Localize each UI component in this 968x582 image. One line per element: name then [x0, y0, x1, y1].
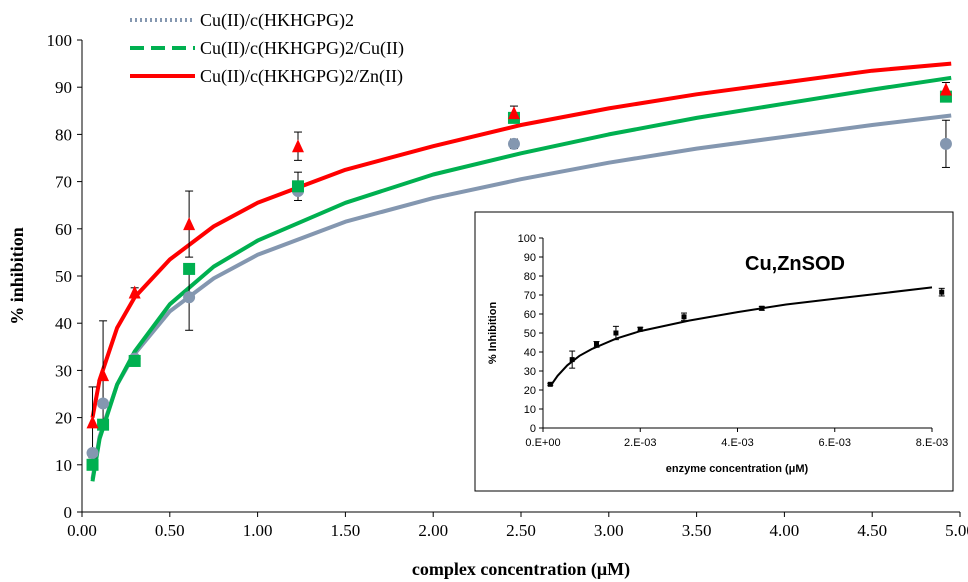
fit-curve-series-2	[90, 75, 952, 482]
y-tick-label: 40	[55, 314, 72, 333]
main-fit-curves	[90, 61, 952, 482]
data-point-series-2	[97, 418, 110, 431]
legend-label: Cu(II)/c(HKHGPG)2/Zn(II)	[200, 66, 403, 87]
inset-x-tick-label: 2.E-03	[624, 437, 656, 449]
y-tick-label: 80	[55, 125, 72, 144]
data-point-series-3	[291, 139, 304, 153]
x-tick-label: 4.00	[770, 521, 800, 540]
inset-y-tick-label: 40	[524, 347, 536, 359]
inset-chart: 0 10 20 30 40 50 60 70 80 90 100 0.E+00 2.E-03 4.E-03…	[474, 211, 954, 492]
x-tick-label: 3.50	[682, 521, 712, 540]
inset-data-point	[939, 289, 945, 295]
data-point-series-3	[183, 217, 196, 231]
y-tick-label: 50	[55, 267, 72, 286]
x-tick-label: 0.00	[67, 521, 97, 540]
inset-x-tick-label: 4.E-03	[721, 437, 753, 449]
y-tick-label: 30	[55, 361, 72, 380]
inset-y-tick-label: 50	[524, 328, 536, 340]
x-tick-label: 5.00	[945, 521, 968, 540]
inset-data-point	[547, 381, 553, 387]
data-point-series-2	[128, 354, 141, 367]
x-tick-label: 0.50	[155, 521, 185, 540]
inset-data-point	[569, 357, 575, 363]
inset-y-tick-label: 30	[524, 366, 536, 378]
data-point-series-3	[507, 106, 520, 120]
data-point-series-1	[939, 137, 952, 150]
data-point-series-3	[86, 415, 99, 429]
inset-data-point	[637, 326, 643, 332]
inset-x-tick-label: 8.E-03	[916, 437, 948, 449]
data-point-series-1	[183, 291, 196, 304]
data-point-series-2	[291, 180, 304, 193]
y-tick-label: 90	[55, 78, 72, 97]
inset-y-tick-label: 80	[524, 271, 536, 283]
data-point-series-1	[86, 447, 99, 459]
data-point-series-1	[97, 397, 110, 410]
inset-data-point	[681, 314, 687, 320]
x-tick-label: 2.50	[506, 521, 536, 540]
inset-data-point	[759, 305, 765, 311]
fit-curve-series-3	[90, 61, 952, 418]
y-tick-label: 100	[47, 31, 73, 50]
inset-frame	[474, 211, 954, 492]
inset-y-tick-label: 70	[524, 290, 536, 302]
inset-data-point	[593, 341, 599, 347]
inset-title: Cu,ZnSOD	[745, 253, 845, 275]
inset-data-point	[613, 330, 619, 336]
inset-y-axis-title: % Inhibition	[487, 302, 499, 365]
inset-y-tick-label: 10	[524, 404, 536, 416]
inset-x-tick-label: 0.E+00	[525, 437, 560, 449]
data-point-series-1	[507, 137, 520, 150]
x-axis-title: complex concentration (μM)	[412, 559, 630, 580]
x-tick-label: 4.50	[857, 521, 887, 540]
data-point-series-2	[183, 262, 196, 275]
inset-y-tick-label: 100	[518, 233, 536, 245]
y-axis-title: % inhibition	[7, 227, 27, 325]
inset-x-tick-label: 6.E-03	[819, 437, 851, 449]
legend-label: Cu(II)/c(HKHGPG)2	[200, 10, 354, 31]
x-tick-label: 3.00	[594, 521, 624, 540]
inset-y-tick-label: 90	[524, 252, 536, 264]
inset-y-tick-label: 60	[524, 309, 536, 321]
x-tick-label: 1.00	[243, 521, 273, 540]
data-point-series-2	[86, 458, 99, 471]
data-point-series-3	[97, 368, 110, 382]
data-point-series-3	[939, 82, 952, 96]
main-data-markers	[86, 82, 952, 471]
legend: Cu(II)/c(HKHGPG)2 Cu(II)/c(HKHGPG)2/Cu(II…	[130, 10, 404, 87]
x-tick-label: 1.50	[331, 521, 361, 540]
inset-y-tick-label: 20	[524, 385, 536, 397]
legend-label: Cu(II)/c(HKHGPG)2/Cu(II)	[200, 38, 404, 59]
x-tick-label: 2.00	[418, 521, 448, 540]
y-tick-label: 60	[55, 220, 72, 239]
y-tick-label: 0	[64, 503, 73, 522]
inset-x-axis-title: enzyme concentration (μM)	[666, 463, 809, 475]
data-point-series-3	[128, 285, 141, 299]
y-tick-label: 70	[55, 173, 72, 192]
inset-y-tick-label: 0	[530, 423, 536, 435]
y-tick-label: 20	[55, 409, 72, 428]
y-tick-label: 10	[55, 456, 72, 475]
